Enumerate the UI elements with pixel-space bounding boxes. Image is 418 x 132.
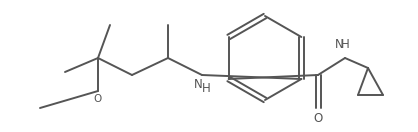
Text: N: N (194, 79, 202, 91)
Text: H: H (341, 39, 349, 51)
Text: N: N (335, 39, 343, 51)
Text: O: O (94, 94, 102, 104)
Text: O: O (314, 112, 323, 125)
Text: H: H (201, 81, 210, 95)
